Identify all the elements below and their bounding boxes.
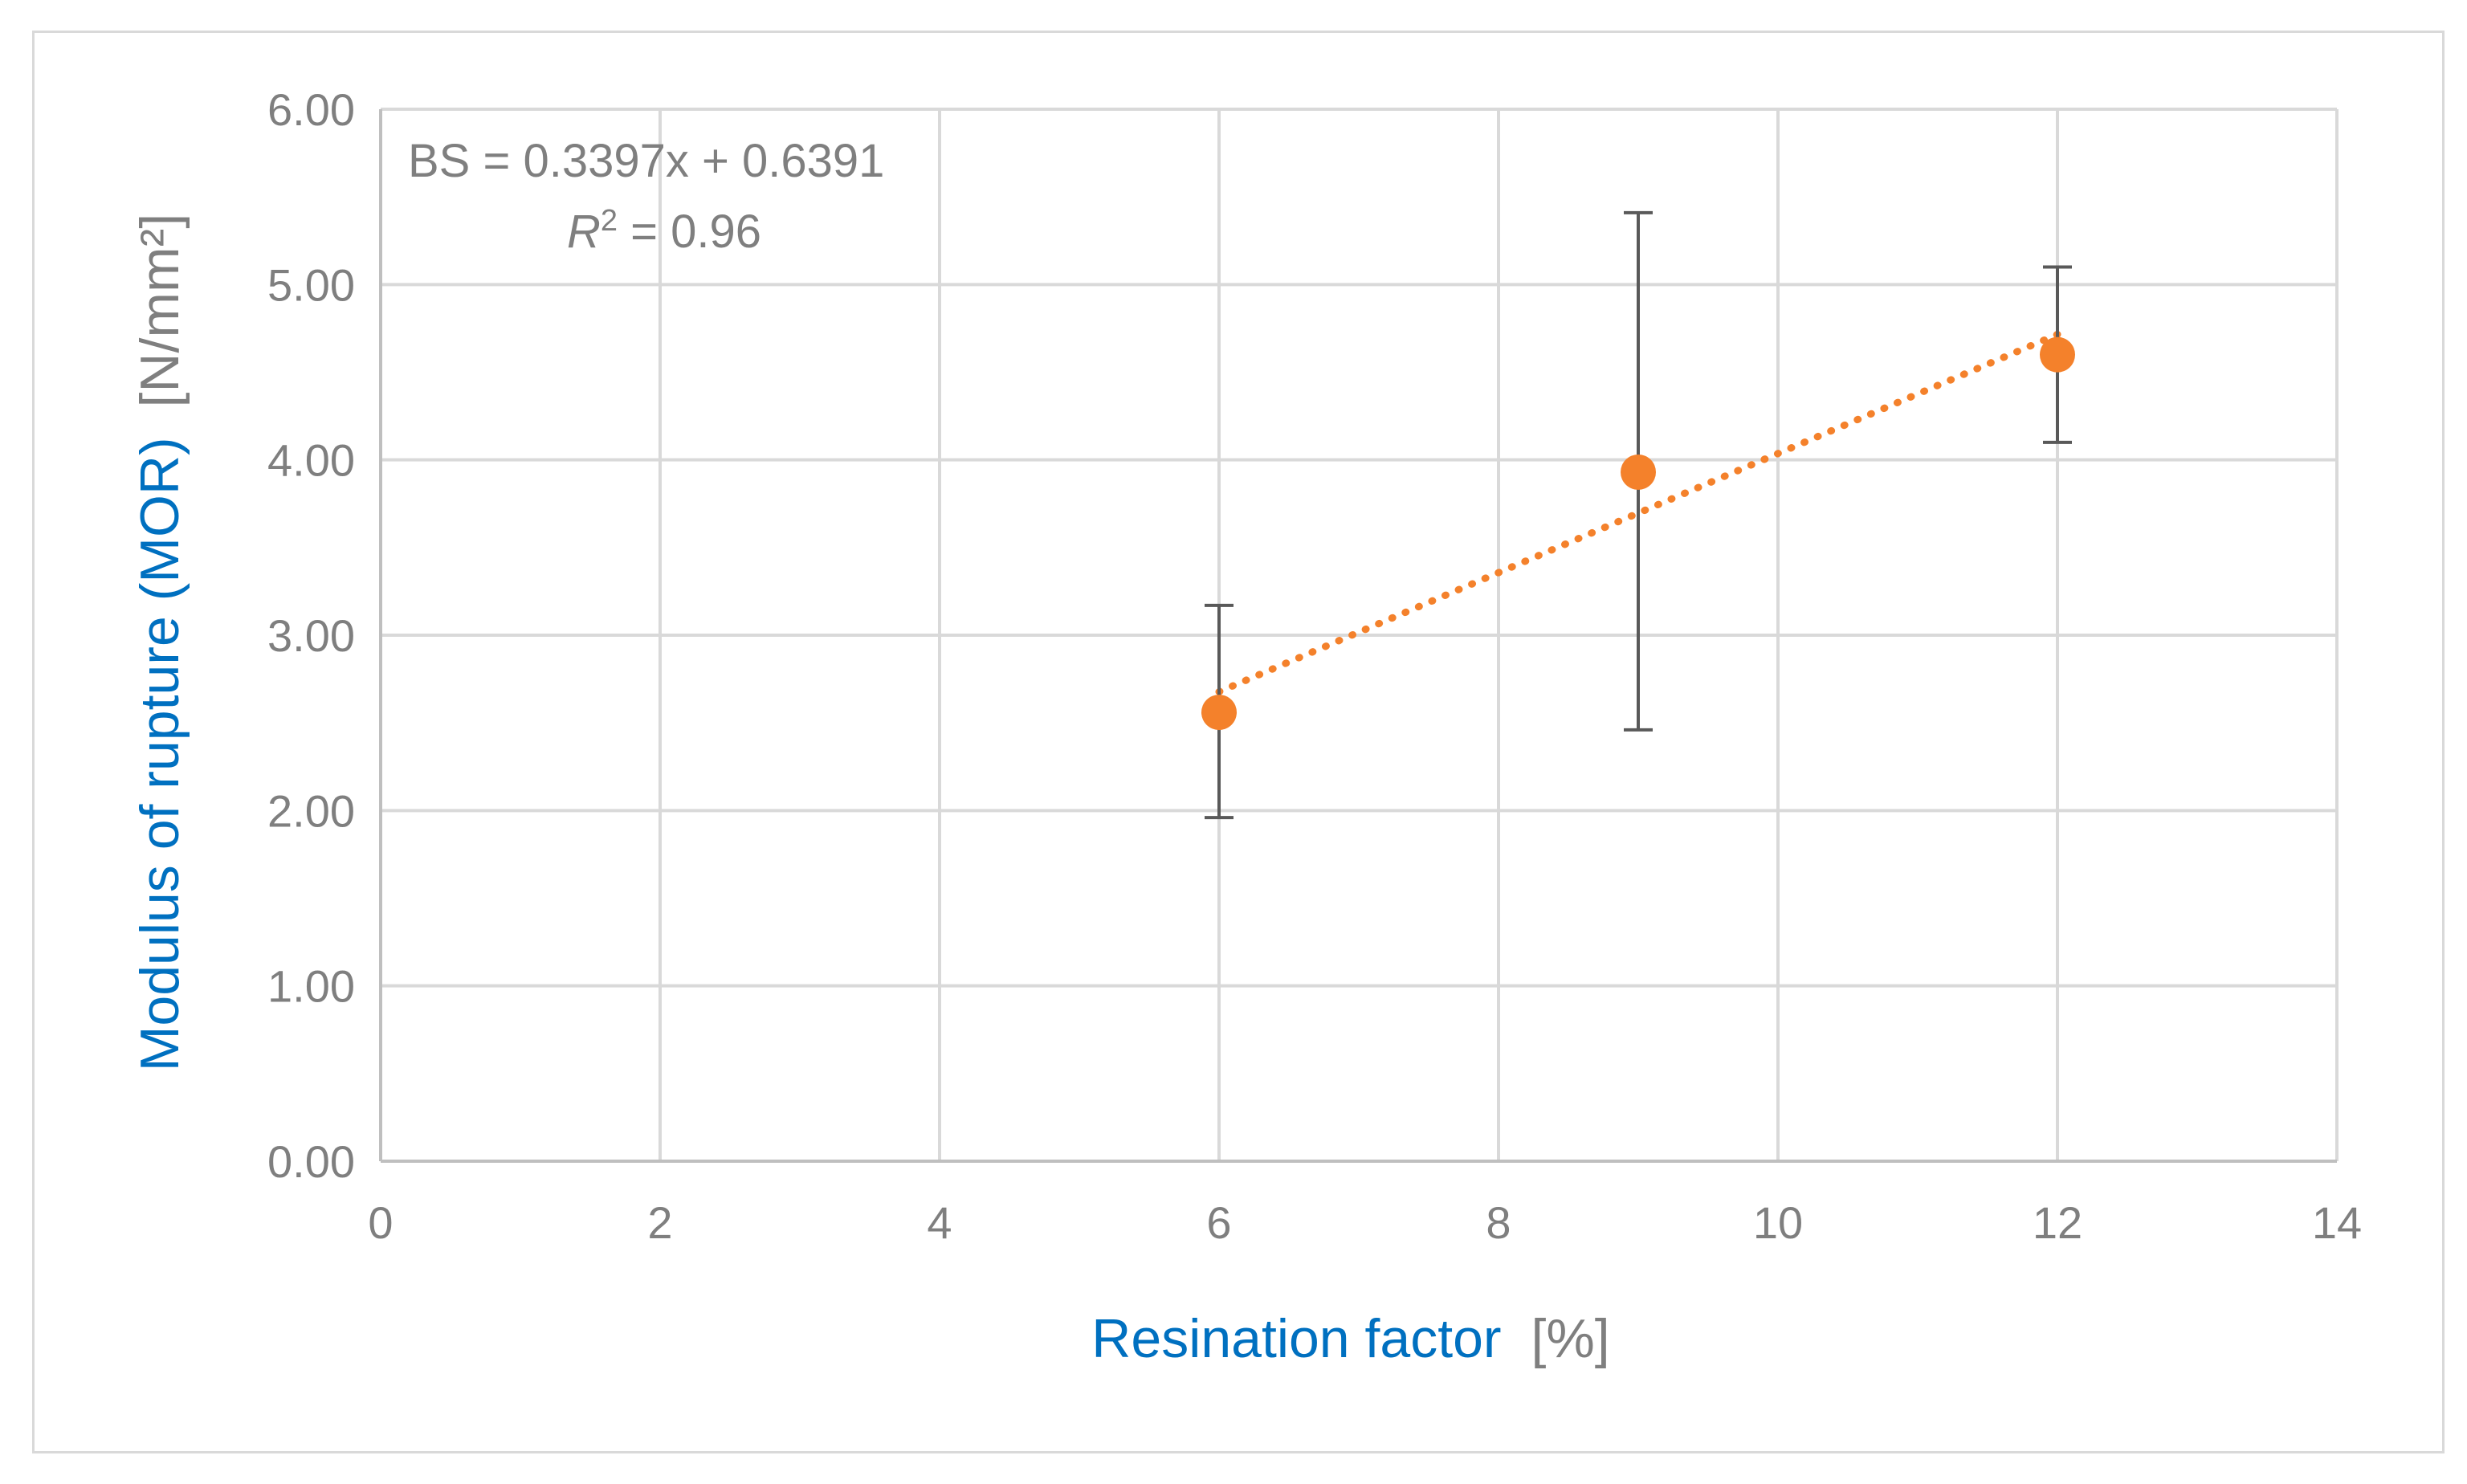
x-tick-label: 12 [2033, 1197, 2082, 1248]
r-squared-label: R2 = 0.96 [567, 204, 761, 258]
tick-labels: 0.00 1.00 2.00 3.00 4.00 5.00 6.00 0 2 4 6 8 10 12 14 [267, 84, 2362, 1248]
x-axis-title: Resination factor [%] [1091, 1308, 1609, 1369]
y-axis-title: Modulus of rupture (MOR) [N/mm²] [129, 214, 190, 1071]
data-points [1201, 336, 2075, 731]
chart-frame [32, 31, 2445, 1453]
y-tick-label: 5.00 [267, 259, 355, 310]
axes [379, 109, 2337, 1163]
y-tick-label: 3.00 [267, 610, 355, 661]
error-bars [1205, 210, 2072, 820]
x-axis-title-main: Resination factor [1091, 1308, 1501, 1369]
data-point [1201, 695, 1237, 731]
data-point [1621, 454, 1656, 490]
r-squared-value: = 0.96 [618, 206, 761, 258]
y-tick-label: 0.00 [267, 1136, 355, 1187]
x-tick-label: 10 [1753, 1197, 1803, 1248]
y-axis-title-main: Modulus of rupture (MOR) [129, 437, 190, 1071]
y-tick-label: 1.00 [267, 961, 355, 1012]
x-tick-label: 2 [647, 1197, 672, 1248]
trendline-equation: BS = 0.3397x + 0.6391 [408, 135, 884, 187]
x-tick-label: 6 [1206, 1197, 1231, 1248]
x-tick-label: 8 [1486, 1197, 1511, 1248]
r-squared-symbol: R [567, 206, 601, 258]
x-tick-label: 0 [368, 1197, 393, 1248]
y-tick-label: 2.00 [267, 785, 355, 836]
x-tick-label: 14 [2312, 1197, 2362, 1248]
y-tick-label: 4.00 [267, 435, 355, 486]
data-point [2040, 336, 2075, 373]
y-tick-label: 6.00 [267, 84, 355, 135]
y-axis-title-unit: [N/mm²] [129, 214, 190, 408]
x-axis-title-unit: [%] [1531, 1308, 1609, 1369]
r-squared-exponent: 2 [601, 204, 618, 238]
x-tick-label: 4 [927, 1197, 952, 1248]
